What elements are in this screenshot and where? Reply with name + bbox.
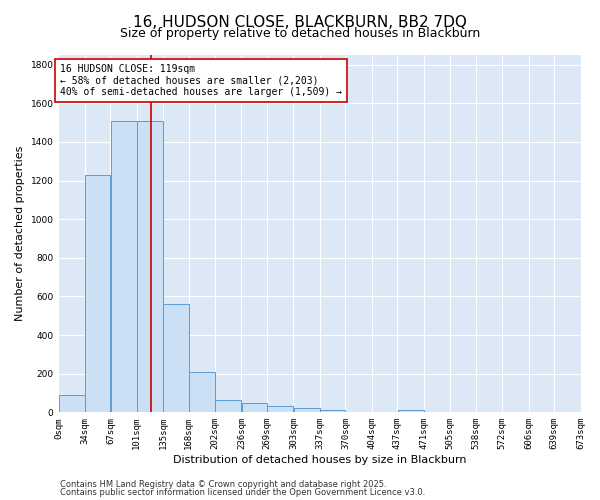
- Bar: [398, 410, 424, 412]
- Text: Contains HM Land Registry data © Crown copyright and database right 2025.: Contains HM Land Registry data © Crown c…: [60, 480, 386, 489]
- Bar: [85, 175, 110, 412]
- X-axis label: Distribution of detached houses by size in Blackburn: Distribution of detached houses by size …: [173, 455, 466, 465]
- Bar: [215, 400, 241, 412]
- Bar: [110, 120, 137, 412]
- Bar: [189, 372, 215, 412]
- Bar: [59, 395, 85, 412]
- Bar: [293, 408, 320, 412]
- Text: Size of property relative to detached houses in Blackburn: Size of property relative to detached ho…: [120, 28, 480, 40]
- Bar: [137, 120, 163, 412]
- Text: 16 HUDSON CLOSE: 119sqm
← 58% of detached houses are smaller (2,203)
40% of semi: 16 HUDSON CLOSE: 119sqm ← 58% of detache…: [60, 64, 342, 97]
- Bar: [267, 406, 293, 412]
- Y-axis label: Number of detached properties: Number of detached properties: [15, 146, 25, 322]
- Bar: [320, 410, 345, 412]
- Text: 16, HUDSON CLOSE, BLACKBURN, BB2 7DQ: 16, HUDSON CLOSE, BLACKBURN, BB2 7DQ: [133, 15, 467, 30]
- Text: Contains public sector information licensed under the Open Government Licence v3: Contains public sector information licen…: [60, 488, 425, 497]
- Bar: [242, 403, 267, 412]
- Bar: [163, 304, 188, 412]
